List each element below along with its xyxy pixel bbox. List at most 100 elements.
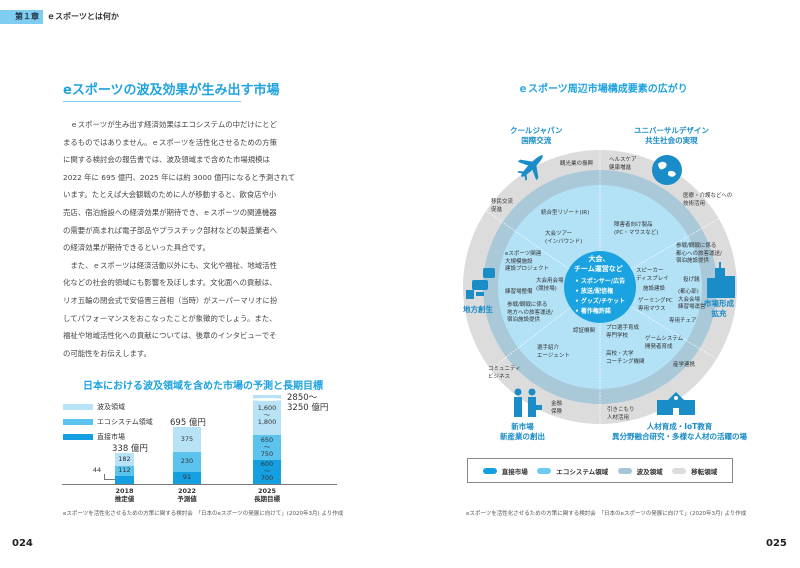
chart-legend: 波及領域 エコシステム領域 直接市場 [63, 402, 153, 442]
diagram-title: ｅスポーツ周辺市場構成要素の広がり [518, 84, 688, 95]
bar-segment-ripple: 1,600 〜 1,800 [253, 395, 281, 435]
school-building-icon [657, 392, 695, 415]
legend-item: エコシステム領域 [537, 466, 608, 476]
body-line: 2022 年に 695 億円、2025 年には約 3000 億円になると予測され… [63, 172, 296, 182]
diagram-label: 大会用会場 (競技場) [536, 278, 564, 292]
category-new-industry: 新市場 新産業の創出 [500, 422, 545, 441]
body-line: の可能性をお伝えします。 [63, 348, 151, 358]
page-number-left: 024 [12, 538, 33, 549]
diagram-label: 観光業の振興 [560, 161, 594, 167]
diagram-label: ゲームシステム 開発者育成 [645, 336, 684, 350]
x-tick-label: 2018 推定値 [114, 487, 135, 503]
diagram-legend: 直接市場 エコシステム領域 波及領域 移転領域 [467, 458, 733, 483]
diagram-label: eスポーツ関連 大規模施設 建設プロジェクト [505, 251, 550, 272]
diagram-label: 障害者向け製品 (PC・マウスなど) [614, 222, 659, 236]
center-bullet: • スポンサー/広告 [575, 278, 626, 285]
body-text: ｅスポーツが生み出す経済効果はエコシステムの中だけにとど まるものではありません。… [63, 116, 298, 362]
bar-segment-ripple: 182 [115, 453, 134, 466]
axis-break-mark [251, 398, 283, 402]
diagram-label: 投げ銭 [683, 277, 700, 283]
bar-total-label: 695 億円 [170, 417, 206, 428]
diagram-label: 施設建設 [643, 286, 666, 292]
diagram-label: 練習場整備 [505, 289, 533, 295]
bar-segment-ripple: 375 [173, 426, 201, 452]
data-label-direct-2018: 44 [92, 465, 102, 474]
center-bullet: • 著作権許諾 [575, 308, 611, 315]
body-line: の経済効果が期待できるといった具合です。 [63, 243, 210, 253]
diagram-label: 参戦/観戦に係る 地方への旅客運送/宿泊施設提供 [507, 302, 553, 323]
body-line: います。たとえば大会観戦のために人が移動すると、飲食店や小 [63, 190, 277, 200]
bar-segment-ecosystem: 650 〜 750 [253, 434, 281, 460]
section-title: eスポーツの波及効果が生み出す市場 [63, 79, 280, 102]
diagram-label: 引きこもり 人材活用 [607, 407, 635, 421]
right-footnote: eスポーツを活性化させるための方策に関する検討会 「日本のeスポーツの発展に向け… [466, 511, 747, 517]
chapter-badge: 第１章 [0, 10, 43, 24]
handshake-people-icon [514, 388, 542, 417]
diagram-label: ゲーミングPC 専用マウス [638, 298, 673, 312]
body-line: 福祉や地域活性化への貢献については、後章のインタビューでそ [63, 331, 277, 341]
bar-total-label: 338 億円 [112, 444, 148, 455]
category-universal-design: ユニバーサルデザイン 共生社会の実現 [634, 126, 709, 145]
category-human-resources: 人材育成・IoT教育 異分野融合研究・多様な人材の活躍の場 [612, 422, 747, 441]
body-line: 化などの社会的領域にも影響を及ぼします。文化面への貢献は、 [63, 278, 277, 288]
diagram-label: 選手紹介 エージェント [537, 345, 570, 359]
center-bullet: • 放送/配信権 [575, 288, 614, 295]
body-line: 売店、宿泊施設への経済効果が期待でき、ｅスポーツの関連機器 [63, 207, 277, 217]
bar-segment-direct: 91 [173, 471, 201, 484]
body-line: の需要が高まれば電子部品やプラスチック部材などの製造業者へ [63, 225, 278, 235]
legend-item: 移転領域 [672, 466, 717, 476]
body-line: に関する検討会の報告書では、波及領域まで含めた市場規模は [63, 155, 270, 165]
legend-ecosystem: エコシステム領域 [63, 417, 153, 427]
diagram-label: 高校・大学 コーチング機関 [606, 351, 645, 365]
diagram-label: 産学連携 [673, 362, 696, 368]
diagram-label: プロ選手育成 専門学校 [606, 325, 640, 339]
body-line: また、ｅスポーツは経済活動以外にも、文化や福祉、地域活性 [63, 260, 277, 270]
diagram-label: 金融 保険 [551, 401, 563, 415]
legend-direct: 直接市場 [63, 432, 153, 442]
building-icon [707, 262, 735, 298]
chart-title: 日本における波及領域を含めた市場の予測と長期目標 [83, 381, 323, 392]
leader-line [104, 474, 115, 480]
category-market-formation: 市場形成 拡充 [704, 299, 734, 318]
category-cool-japan: クールジャパン 国際交流 [510, 126, 563, 145]
bar-total-label: 2850〜 3250 億円 [287, 393, 329, 414]
body-line: ｅスポーツが生み出す経済効果はエコシステムの中だけにとど [63, 120, 277, 129]
diagram-label: (都心部) 大会会場 練習場運営 [678, 289, 706, 310]
diagram-label: コミュニティ ビジネス [488, 366, 521, 380]
bar-segment-ecosystem: 112 [115, 465, 134, 476]
diagram-label: 移民交流 促進 [491, 199, 514, 213]
page-number-right: 025 [766, 538, 787, 549]
diagram-label: 統合型リゾート(IR) [541, 210, 590, 216]
bar-segment-ecosystem: 230 [173, 451, 201, 472]
direct-market-center [564, 251, 636, 323]
body-line: してパフォーマンスをおこなったことが象徴的でしょう。また、 [63, 313, 277, 323]
diagram-label: 参戦/観戦に係る 都心への旅客運送/宿泊施設提供 [676, 243, 722, 264]
center-bullet: • グッズ/チケット [575, 298, 626, 305]
x-tick-label: 2025 長期目標 [254, 487, 280, 503]
airplane-icon [517, 155, 543, 181]
diagram-label: 専用チェア [669, 318, 697, 324]
divider-lines [484, 150, 721, 424]
diagram-label: 大会ツアー (インバウンド) [545, 231, 583, 245]
chart-baseline [62, 484, 337, 485]
stacked-bar-chart: 44 112 182 338 億円 2018 推定値 91 230 375 695 億円 2022 予… [92, 393, 329, 503]
diagram-label: スピーカー ディスプレイ [636, 268, 669, 282]
legend-item: 直接市場 [482, 466, 528, 476]
japan-map-icon [466, 268, 495, 299]
body-line: リオ五輪の閉会式で安倍晋三首相（当時）がスーパーマリオに扮 [63, 295, 278, 305]
diagram-label: 認証機関 [573, 328, 596, 334]
x-tick-label: 2022 予測値 [177, 487, 197, 503]
left-footnote: eスポーツを活性化させるための方策に関する検討会 「日本のeスポーツの発展に向け… [63, 511, 344, 517]
legend-item: 波及領域 [617, 466, 663, 476]
diagram-label: 医療・介護などへの 技術活用 [683, 193, 733, 207]
center-heading: 大会、 [588, 255, 610, 263]
center-heading-2: チーム運営など [574, 265, 623, 273]
globe-icon [652, 155, 682, 185]
diagram-label: ヘルスケア 健康増進 [609, 157, 637, 171]
chapter-title: ｅスポーツとは何か [47, 12, 119, 21]
category-regional-revitalization: 地方創生 [463, 305, 493, 314]
bar-segment-direct [115, 476, 134, 484]
legend-ripple: 波及領域 [63, 402, 153, 412]
body-line: まるものではありません。ｅスポーツを活性化させるための方策 [63, 137, 277, 147]
